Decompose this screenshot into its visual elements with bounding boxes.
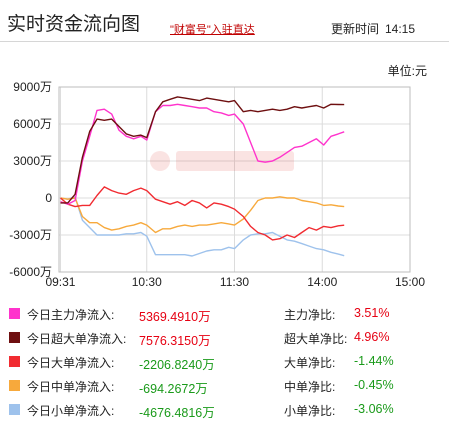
ratio-label: 大单净比: (284, 356, 336, 370)
swatch-icon (9, 356, 20, 367)
series-line-2 (60, 186, 345, 241)
update-time-label: 更新时间 (330, 22, 379, 36)
y-tick-label: 3000万 (13, 154, 52, 168)
series-line-1 (60, 96, 345, 204)
watermark-logo (150, 151, 294, 171)
legend-row-medium: 今日中单净流入: -694.2672万 中单净比: -0.45% (0, 375, 449, 397)
x-tick-label: 09:31 (45, 275, 75, 289)
ratio-value: -1.44% (354, 354, 394, 368)
series-line-4 (60, 196, 345, 257)
header: 实时资金流向图 "财富号"入驻直达 更新时间 14:15 (0, 0, 449, 42)
x-tick-label: 11:30 (220, 275, 249, 289)
legend-label: 今日超大单净流入: (27, 332, 127, 346)
y-tick-label: 0 (45, 191, 52, 205)
ratio-value: 4.96% (354, 330, 390, 344)
y-tick-label: 6000万 (13, 117, 52, 131)
legend-label: 今日大单净流入: (27, 356, 115, 370)
swatch-icon (9, 332, 20, 343)
legend-value: -694.2672万 (139, 382, 208, 396)
legend-label: 今日中单净流入: (27, 380, 115, 394)
swatch-icon (9, 308, 20, 319)
ratio-value: -0.45% (354, 378, 394, 392)
ratio-value: 3.51% (354, 306, 390, 320)
ratio-label: 中单净比: (284, 380, 336, 394)
page-title: 实时资金流向图 (7, 14, 141, 35)
plot-border (58, 86, 411, 273)
y-tick-label: 9000万 (13, 80, 52, 94)
legend-row-small: 今日小单净流入: -4676.4816万 小单净比: -3.06% (0, 399, 449, 421)
swatch-icon (9, 404, 20, 415)
x-tick-label: 10:30 (132, 275, 162, 289)
unit-label: 单位:元 (387, 64, 427, 78)
x-tick-label: 14:00 (307, 275, 337, 289)
legend-value: -4676.4816万 (139, 406, 215, 420)
legend-row-super: 今日超大单净流入: 7576.3150万 超大单净比: 4.96% (0, 327, 449, 349)
ratio-label: 小单净比: (284, 404, 336, 418)
ratio-label: 主力净比: (284, 308, 336, 322)
promo-link[interactable]: "财富号"入驻直达 (170, 24, 255, 36)
chart-series (60, 96, 345, 257)
ratio-value: -3.06% (354, 402, 394, 416)
y-tick-label: -3000万 (9, 228, 52, 242)
legend-row-main: 今日主力净流入: 5369.4910万 主力净比: 3.51% (0, 303, 449, 325)
legend-value: 5369.4910万 (139, 310, 211, 324)
legend-value: 7576.3150万 (139, 334, 211, 348)
update-time-value: 14:15 (384, 22, 415, 36)
series-line-0 (60, 103, 345, 205)
legend-label: 今日主力净流入: (27, 308, 115, 322)
update-time: 更新时间 14:15 (331, 20, 415, 37)
ratio-label: 超大单净比: (284, 332, 348, 346)
legend-label: 今日小单净流入: (27, 404, 115, 418)
swatch-icon (9, 380, 20, 391)
legend-row-large: 今日大单净流入: -2206.8240万 大单净比: -1.44% (0, 351, 449, 373)
series-line-3 (60, 196, 345, 234)
y-tick-label: -6000万 (9, 265, 52, 279)
legend-value: -2206.8240万 (139, 358, 215, 372)
x-tick-label: 15:00 (395, 275, 425, 289)
